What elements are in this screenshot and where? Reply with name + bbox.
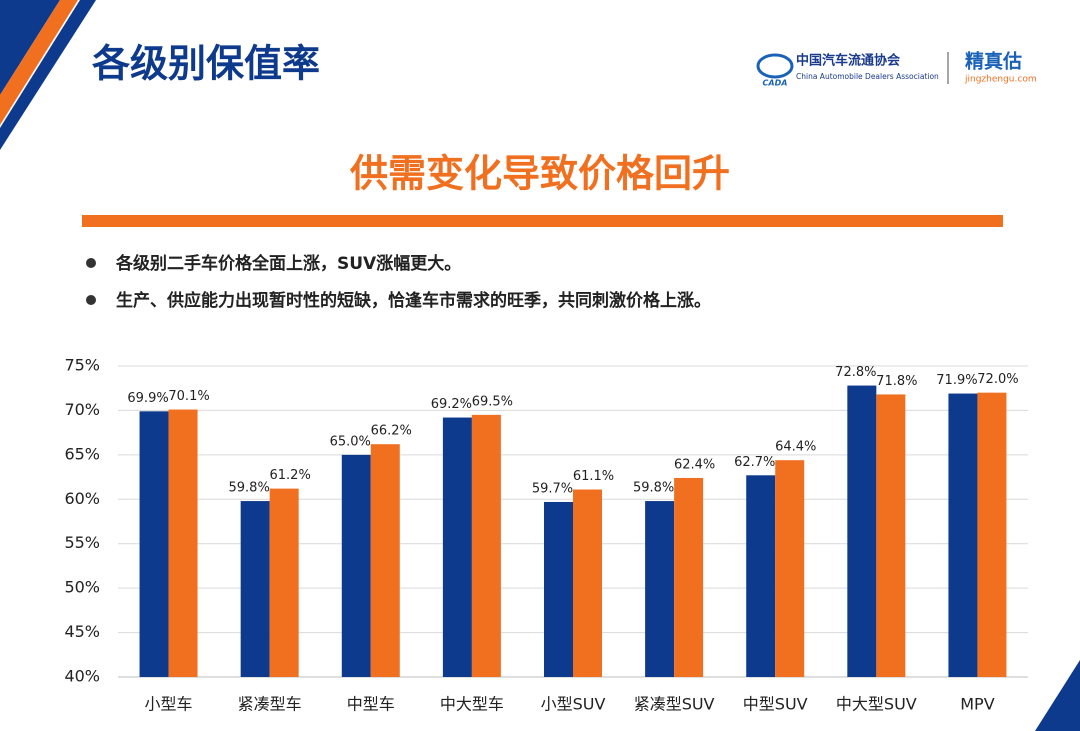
bar — [775, 460, 805, 677]
bullet-text: 各级别二手车价格全面上涨，SUV涨幅更大。 — [115, 253, 461, 274]
x-tick-label: 小型SUV — [541, 695, 606, 714]
logo-cn: 中国汽车流通协会 — [796, 53, 901, 69]
value-label: 64.4% — [775, 440, 816, 455]
y-tick-label: 60% — [64, 489, 100, 508]
x-tick-label: 中型SUV — [743, 695, 808, 714]
value-label: 71.8% — [876, 374, 917, 389]
value-label: 65.0% — [330, 434, 371, 449]
value-label: 66.2% — [371, 424, 412, 439]
brand: 精真估 — [965, 50, 1022, 73]
subtitle: 供需变化导致价格回升 — [350, 152, 730, 196]
bar — [977, 392, 1007, 677]
bar — [269, 488, 299, 677]
x-tick-label: 中大型SUV — [836, 695, 917, 714]
bar — [168, 409, 198, 677]
bullet-dot — [86, 295, 96, 305]
value-label: 70.1% — [168, 389, 209, 404]
bar — [240, 501, 270, 677]
corner-stripe — [1035, 660, 1080, 731]
bar — [341, 454, 371, 677]
value-label: 61.2% — [270, 468, 311, 483]
brand-url: jingzhengu.com — [964, 75, 1037, 85]
chart: 40% 45% 50% 55% 60% 65% 70% 75% 小型车 69.9% 70.1% 紧凑型… — [64, 356, 1028, 714]
x-tick-label: 紧凑型SUV — [634, 695, 715, 714]
bar — [746, 475, 776, 677]
value-label: 62.4% — [674, 457, 715, 472]
value-label: 69.5% — [472, 394, 513, 409]
logo-mark — [756, 53, 794, 79]
page-title: 各级别保值率 — [92, 42, 320, 86]
bar — [847, 385, 877, 677]
bullet-dot — [86, 258, 96, 268]
bar — [948, 393, 978, 677]
logo-abbr: CADA — [763, 79, 788, 88]
divider-bar — [82, 215, 1003, 227]
x-tick-label: MPV — [960, 695, 994, 714]
bar — [544, 501, 573, 677]
y-tick-label: 65% — [64, 444, 100, 463]
value-label: 71.9% — [936, 373, 977, 388]
bar — [442, 417, 472, 677]
x-tick-label: 中型车 — [347, 695, 395, 714]
y-tick-label: 40% — [64, 667, 100, 686]
value-label: 62.7% — [734, 455, 775, 470]
y-tick-label: 70% — [64, 400, 100, 419]
y-tick-label: 55% — [64, 533, 100, 552]
logo-en: China Automobile Dealers Association — [796, 72, 939, 81]
bar — [139, 411, 169, 677]
x-tick-label: 中大型车 — [440, 695, 504, 714]
x-tick-label: 小型车 — [145, 695, 193, 714]
value-label: 59.7% — [532, 481, 573, 496]
value-label: 59.8% — [229, 481, 270, 496]
bullet-text: 生产、供应能力出现暂时性的短缺，恰逢车市需求的旺季，共同刺激价格上涨。 — [116, 290, 711, 311]
y-tick-label: 50% — [64, 578, 100, 597]
corner-stripe — [0, 0, 78, 125]
value-label: 69.2% — [431, 397, 472, 412]
value-label: 61.1% — [573, 469, 614, 484]
value-label: 69.9% — [127, 391, 168, 406]
bar — [876, 394, 906, 677]
value-label: 72.8% — [835, 365, 876, 380]
value-label: 59.8% — [633, 481, 674, 496]
y-tick-label: 75% — [64, 356, 100, 375]
corner-stripe — [0, 0, 96, 150]
bar — [645, 501, 675, 677]
y-tick-label: 45% — [64, 622, 100, 641]
bar — [370, 444, 400, 677]
x-tick-label: 紧凑型车 — [238, 695, 302, 714]
bar — [471, 414, 501, 677]
bar — [573, 489, 602, 677]
bar — [674, 477, 704, 677]
value-label: 72.0% — [977, 372, 1018, 387]
